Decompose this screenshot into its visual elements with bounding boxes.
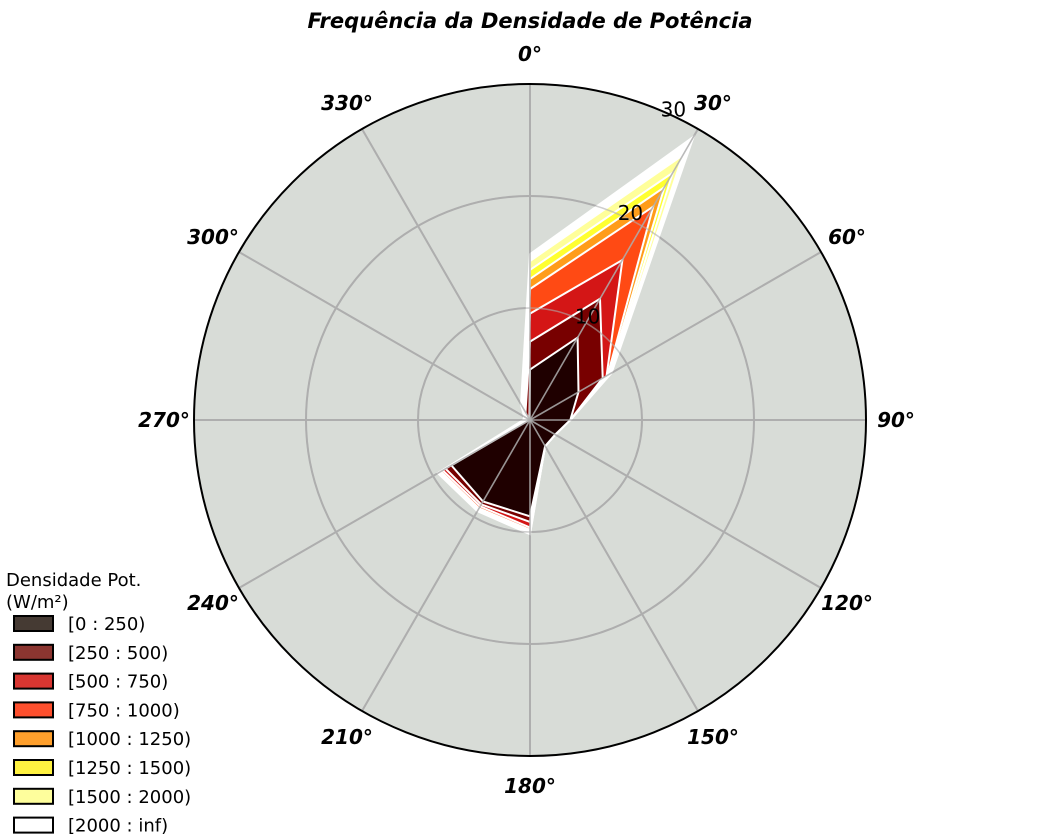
legend-swatch: [13, 672, 54, 690]
legend-label: [750 : 1000): [68, 700, 180, 721]
direction-label: 300°: [187, 225, 239, 249]
direction-label: 330°: [321, 91, 373, 115]
legend-title: Densidade Pot.: [6, 570, 141, 591]
direction-label: 150°: [687, 725, 739, 749]
legend-label: [500 : 750): [68, 672, 168, 693]
direction-label: 60°: [828, 225, 866, 249]
direction-label: 0°: [518, 42, 542, 66]
direction-label: 240°: [187, 591, 239, 615]
grid-circle-overlay: [417, 307, 643, 533]
legend: Densidade Pot. (W/m²) [0 : 250) [250 : 50…: [6, 570, 191, 837]
legend-item: [1250 : 1500): [13, 758, 191, 779]
legend-item: [1500 : 2000): [13, 787, 191, 808]
direction-label: 210°: [321, 725, 373, 749]
legend-swatch: [13, 730, 54, 748]
plot-area: [193, 83, 867, 757]
legend-label: [0 : 250): [68, 614, 145, 635]
direction-labels: 0° 30° 60° 90° 120° 150° 180° 210° 240° 270° 300° 3…: [138, 42, 915, 798]
legend-label: [1500 : 2000): [68, 787, 191, 808]
legend-swatch: [13, 787, 54, 805]
radial-tick-label: 20: [618, 201, 643, 225]
grid-spoke-overlay: [238, 251, 531, 421]
legend-swatch: [13, 643, 54, 661]
legend-label: [1000 : 1250): [68, 729, 191, 750]
radial-tick-label: 30: [661, 98, 686, 122]
legend-item: [250 : 500): [13, 643, 168, 664]
radial-tick-labels: 10 20 30: [575, 98, 686, 329]
legend-item: [750 : 1000): [13, 700, 180, 721]
legend-item: [0 : 250): [13, 614, 145, 635]
grid-spoke-overlay: [238, 419, 531, 589]
legend-item: [1000 : 1250): [13, 729, 191, 750]
legend-label: [250 : 500): [68, 643, 168, 664]
grid-circle-overlay: [305, 195, 755, 645]
legend-swatch: [13, 615, 54, 632]
grid-spoke-overlay: [361, 419, 531, 712]
grid-spoke-overlay: [529, 419, 699, 712]
legend-label: [1250 : 1500): [68, 758, 191, 779]
direction-label: 180°: [504, 774, 556, 798]
legend-label: [2000 : inf): [68, 816, 168, 837]
direction-label: 270°: [138, 408, 190, 432]
chart-title: Frequência da Densidade de Potência: [307, 9, 752, 33]
grid-spoke-overlay: [529, 128, 699, 421]
legend-swatch: [13, 759, 54, 776]
direction-label: 30°: [694, 91, 732, 115]
legend-title-unit: (W/m²): [6, 592, 69, 613]
legend-item: [500 : 750): [13, 672, 168, 693]
direction-label: 120°: [821, 591, 873, 615]
legend-item: [2000 : inf): [13, 816, 168, 837]
legend-swatch: [13, 816, 54, 834]
polar-outline: [193, 83, 867, 757]
radial-tick-label: 10: [575, 305, 600, 329]
grid-spoke-overlay: [529, 419, 822, 589]
grid-spoke-overlay: [529, 251, 822, 421]
direction-label: 90°: [877, 408, 915, 432]
legend-swatch: [13, 701, 54, 719]
grid-spoke-overlay: [361, 128, 531, 421]
